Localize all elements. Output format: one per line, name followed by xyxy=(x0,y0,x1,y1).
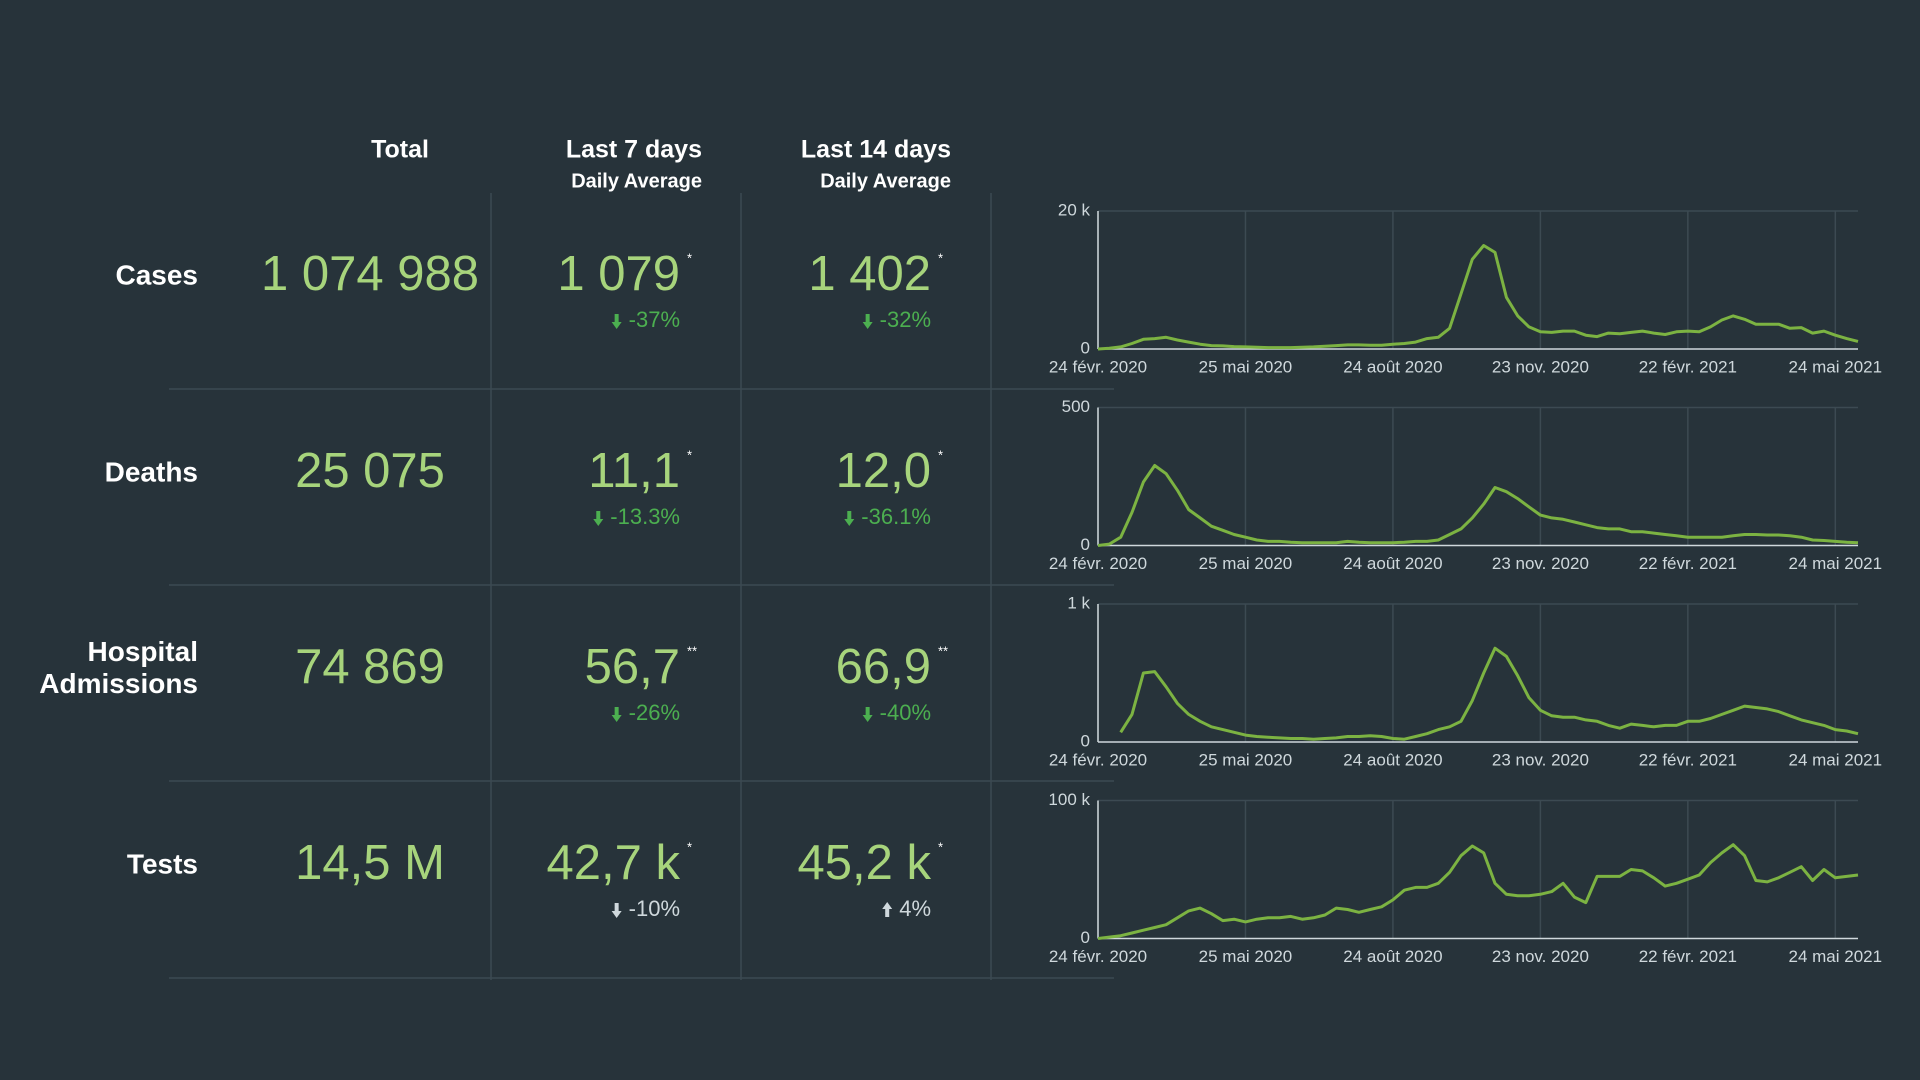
row-label: Hospital Admissions xyxy=(39,636,198,699)
average-value: 42,7 k xyxy=(547,836,681,890)
footnote-marker: ** xyxy=(687,643,697,658)
arrow-down-icon xyxy=(611,903,622,918)
x-tick-label: 24 févr. 2020 xyxy=(1049,947,1147,966)
x-tick-label: 22 févr. 2021 xyxy=(1639,947,1737,966)
x-tick-label: 24 févr. 2020 xyxy=(1049,357,1147,376)
x-tick-label: 24 août 2020 xyxy=(1343,357,1442,376)
change-value: -26% xyxy=(629,700,680,725)
change-value: 4% xyxy=(899,896,931,921)
total-value: 74 869 xyxy=(295,640,445,694)
x-tick-label: 25 mai 2020 xyxy=(1199,947,1293,966)
arrow-down-icon xyxy=(611,314,622,329)
x-tick-label: 25 mai 2020 xyxy=(1199,554,1293,573)
footnote-marker: * xyxy=(938,250,943,265)
y-tick-label: 100 k xyxy=(1048,790,1090,809)
y-tick-label: 0 xyxy=(1081,731,1090,750)
column-subheader: Daily Average xyxy=(820,170,951,192)
column-header: Last 7 days xyxy=(566,136,702,164)
y-tick-label: 0 xyxy=(1081,338,1090,357)
y-tick-label: 500 xyxy=(1062,397,1090,416)
x-tick-label: 24 févr. 2020 xyxy=(1049,750,1147,769)
y-tick-label: 0 xyxy=(1081,928,1090,947)
x-tick-label: 25 mai 2020 xyxy=(1199,357,1293,376)
row-label: Tests xyxy=(127,848,198,879)
x-tick-label: 23 nov. 2020 xyxy=(1492,750,1589,769)
x-tick-label: 24 mai 2021 xyxy=(1789,554,1883,573)
average-value: 56,7 xyxy=(585,640,680,694)
arrow-down-icon xyxy=(844,511,855,526)
footnote-marker: * xyxy=(938,839,943,854)
table-grid xyxy=(169,193,1114,980)
arrow-down-icon xyxy=(862,314,873,329)
column-header: Total xyxy=(371,136,429,164)
x-tick-label: 23 nov. 2020 xyxy=(1492,947,1589,966)
row-label: Cases xyxy=(115,259,198,290)
average-value: 12,0 xyxy=(836,444,931,498)
x-tick-label: 22 févr. 2021 xyxy=(1639,750,1737,769)
average-value: 45,2 k xyxy=(798,836,932,890)
total-value: 1 074 988 xyxy=(261,247,479,301)
arrow-up-icon xyxy=(882,902,893,917)
arrow-down-icon xyxy=(862,707,873,722)
average-value: 11,1 xyxy=(588,444,680,498)
footnote-marker: * xyxy=(687,250,692,265)
y-tick-label: 20 k xyxy=(1058,200,1091,219)
line-series xyxy=(1097,464,1859,547)
x-tick-label: 22 févr. 2021 xyxy=(1639,357,1737,376)
x-tick-label: 24 mai 2021 xyxy=(1789,750,1883,769)
x-tick-label: 24 août 2020 xyxy=(1343,947,1442,966)
y-tick-label: 1 k xyxy=(1067,593,1090,612)
average-value: 66,9 xyxy=(836,640,931,694)
x-tick-label: 23 nov. 2020 xyxy=(1492,554,1589,573)
footnote-marker: * xyxy=(938,447,943,462)
footnote-marker: * xyxy=(687,447,692,462)
x-tick-label: 24 août 2020 xyxy=(1343,750,1442,769)
average-value: 1 079 xyxy=(557,247,680,301)
x-tick-label: 23 nov. 2020 xyxy=(1492,357,1589,376)
change-value: -10% xyxy=(629,896,680,921)
change-value: -32% xyxy=(880,307,931,332)
column-header: Last 14 days xyxy=(801,136,951,164)
change-value: -37% xyxy=(629,307,680,332)
x-tick-label: 24 mai 2021 xyxy=(1789,947,1883,966)
change-value: -13.3% xyxy=(610,504,680,529)
line-series xyxy=(1097,843,1859,940)
row-label: Deaths xyxy=(105,456,198,487)
change-value: -40% xyxy=(880,700,931,725)
x-tick-label: 22 févr. 2021 xyxy=(1639,554,1737,573)
y-tick-label: 0 xyxy=(1081,535,1090,554)
footnote-marker: ** xyxy=(938,643,948,658)
change-value: -36.1% xyxy=(861,504,931,529)
total-value: 25 075 xyxy=(295,444,445,498)
arrow-down-icon xyxy=(593,511,604,526)
x-tick-label: 24 févr. 2020 xyxy=(1049,554,1147,573)
arrow-down-icon xyxy=(611,707,622,722)
column-subheader: Daily Average xyxy=(571,170,702,192)
x-tick-label: 24 mai 2021 xyxy=(1789,357,1883,376)
average-value: 1 402 xyxy=(808,247,931,301)
footnote-marker: * xyxy=(687,839,692,854)
x-tick-label: 25 mai 2020 xyxy=(1199,750,1293,769)
line-series xyxy=(1119,646,1859,741)
x-tick-label: 24 août 2020 xyxy=(1343,554,1442,573)
line-series xyxy=(1097,244,1859,351)
total-value: 14,5 M xyxy=(295,836,445,890)
